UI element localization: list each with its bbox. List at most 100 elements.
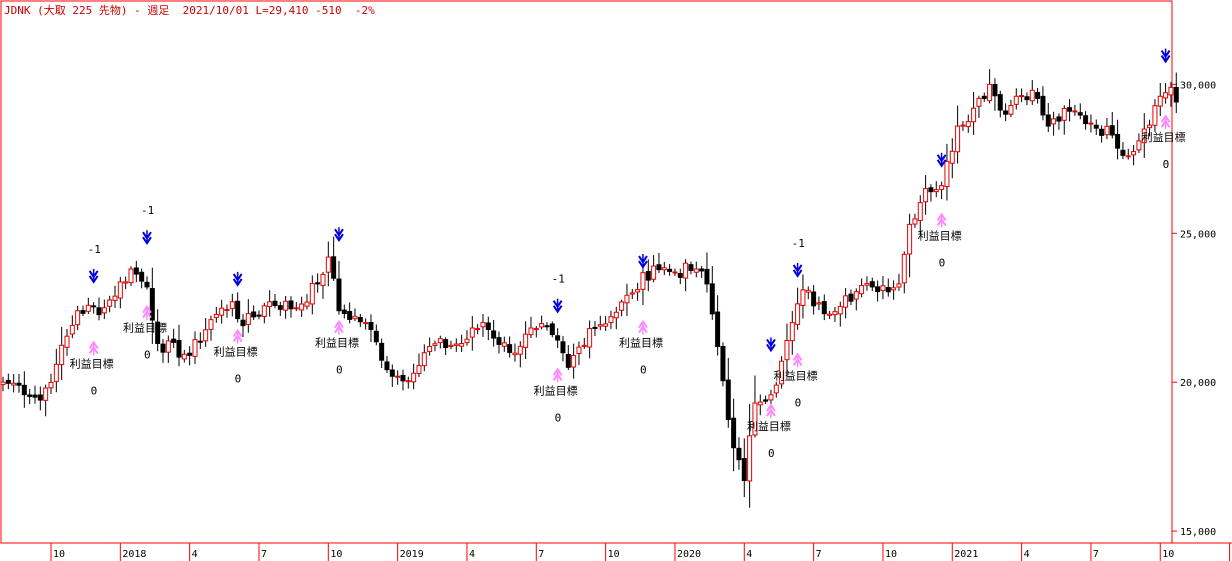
buy-signal-icon [1160, 114, 1171, 130]
buy-signal-icon [88, 340, 99, 356]
candle [240, 314, 246, 338]
candle [165, 335, 171, 363]
profit-target-label: 利益目標 [123, 321, 167, 335]
sell-signal-icon [334, 227, 344, 243]
candle [501, 336, 507, 352]
candle [480, 314, 486, 337]
buy-position-label: 0 [555, 411, 562, 424]
candle [437, 335, 443, 349]
candle [939, 181, 945, 200]
candle [853, 288, 859, 311]
candle [1056, 113, 1062, 130]
candle [1141, 113, 1147, 158]
candle [1131, 145, 1137, 166]
signal-annotation: -1 利益目標 0 [534, 273, 578, 425]
buy-signal-icon [142, 304, 152, 320]
candle [405, 376, 411, 389]
candle [91, 302, 97, 314]
candle [139, 268, 145, 289]
candle [965, 114, 971, 133]
candle [85, 297, 91, 315]
profit-target-label: 利益目標 [747, 419, 791, 433]
candle [688, 261, 694, 275]
candle [992, 78, 998, 111]
candle [213, 306, 219, 323]
candle [1013, 88, 1019, 110]
candle [789, 310, 795, 355]
candle [187, 346, 193, 366]
buy-signal-icon [936, 212, 947, 228]
candle [427, 337, 433, 356]
candle [293, 302, 299, 312]
candle [1008, 99, 1014, 118]
candle [1083, 111, 1089, 130]
candle [859, 278, 865, 298]
candle [603, 316, 609, 331]
candle [37, 386, 43, 411]
candle [613, 306, 619, 330]
candle [581, 337, 587, 349]
candle [235, 292, 241, 323]
candle [629, 288, 635, 300]
sell-signal-icon [638, 254, 648, 269]
candle [320, 271, 326, 299]
candle [651, 255, 657, 283]
candle [512, 343, 518, 362]
candle [672, 268, 678, 276]
candle [949, 138, 955, 179]
candle [208, 315, 214, 341]
candle [843, 288, 849, 319]
candle [379, 338, 385, 369]
profit-target-label: 利益目標 [1142, 130, 1186, 144]
sell-position-label: -1 [88, 243, 101, 256]
candle [571, 343, 577, 379]
candle [1115, 119, 1121, 160]
candle [544, 322, 550, 331]
candle [48, 373, 54, 394]
candle [27, 388, 33, 405]
candle [80, 305, 86, 316]
candle [821, 294, 827, 321]
candle [635, 282, 641, 301]
x-axis: 10201847102019471020204710202147102022 [50, 543, 1232, 561]
candle [592, 320, 598, 337]
candle [976, 95, 982, 119]
candle [69, 315, 75, 339]
candle [1147, 119, 1153, 137]
x-tick-label: 7 [538, 549, 544, 560]
candle [1003, 103, 1009, 122]
candle [160, 339, 166, 363]
signal-annotation: -1 利益目標 0 [774, 237, 818, 409]
candle [1051, 111, 1057, 136]
candle [784, 323, 790, 377]
candle [347, 302, 353, 324]
candle [485, 316, 491, 341]
signal-annotation: 利益目標 0 [315, 227, 359, 377]
candle [731, 398, 737, 472]
profit-target-label: 利益目標 [315, 336, 359, 350]
sell-signal-icon [142, 230, 152, 246]
candle [16, 373, 22, 393]
sell-signal-icon [232, 271, 243, 287]
candle [736, 437, 742, 470]
x-tick-label: 10 [885, 549, 897, 560]
buy-position-label: 0 [768, 447, 775, 460]
candle [923, 175, 929, 215]
x-tick-label: 2018 [122, 549, 146, 560]
candle [491, 319, 497, 347]
x-tick-label: 7 [816, 549, 822, 560]
candle [496, 331, 502, 354]
y-tick-label: 15,000 [1180, 527, 1216, 538]
x-tick-label: 2019 [400, 549, 424, 560]
buy-position-label: 0 [640, 364, 647, 377]
quote-date: 2021/10/01 [182, 4, 249, 17]
signal-annotation: 利益目標 0 [1142, 48, 1186, 171]
candle [1067, 99, 1073, 122]
candle [315, 273, 321, 293]
candle [640, 265, 646, 306]
candle [288, 296, 294, 318]
candle [587, 320, 593, 359]
candle [811, 285, 817, 315]
candle [117, 276, 123, 309]
